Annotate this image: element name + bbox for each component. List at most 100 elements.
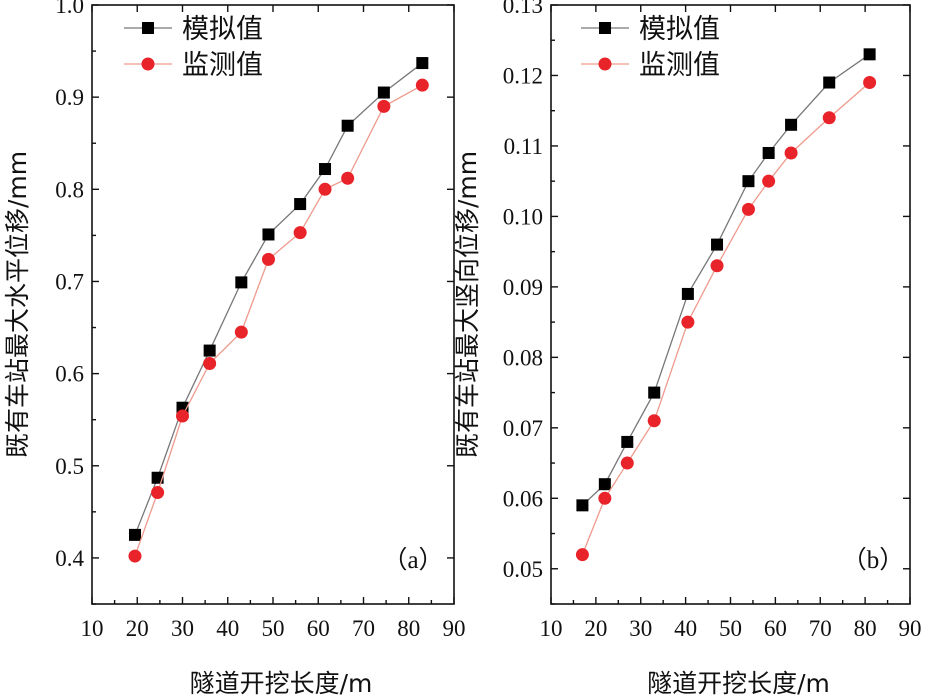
y-tick-label: 0.12 [503, 63, 543, 88]
legend-marker-square [599, 22, 611, 34]
data-point-circle [598, 491, 612, 505]
series-monitored: 监测值 [124, 50, 429, 563]
data-point-square [262, 228, 275, 241]
panel-label: （b） [842, 546, 905, 574]
data-point-square [377, 86, 390, 99]
x-tick-label: 70 [352, 616, 375, 641]
y-axis-title: 既有车站最大竖向位移/mm [453, 151, 482, 458]
chart-panel-a: 10 20 30 40 50 60 70 80 90 0.4 0.5 0.6 0.7 0.8 0.9 1.0 隧… [3, 0, 466, 698]
data-point-circle [741, 202, 755, 216]
data-point-square [598, 478, 611, 491]
plot-frame [91, 4, 455, 605]
y-tick-label: 0.05 [503, 557, 543, 582]
data-point-square [823, 76, 836, 89]
x-tick-label: 70 [809, 616, 832, 641]
x-tick-label: 50 [719, 616, 742, 641]
data-point-circle [620, 456, 634, 470]
y-axis-title: 既有车站最大水平位移/mm [3, 151, 32, 458]
x-axis-title: 隧道开挖长度/m [190, 669, 373, 698]
x-axis-title: 隧道开挖长度/m [647, 669, 830, 698]
data-point-square [341, 119, 354, 132]
data-point-circle [863, 76, 877, 90]
data-point-square [416, 57, 429, 70]
x-tick-label: 40 [216, 616, 239, 641]
data-point-circle [128, 549, 142, 563]
data-point-square [576, 499, 589, 512]
x-tick-label: 40 [674, 616, 697, 641]
legend-label: 模拟值 [182, 14, 263, 45]
data-point-circle [822, 111, 836, 125]
series-line [134, 62, 423, 536]
y-tick-label: 0.13 [503, 0, 543, 18]
x-tick-label: 90 [899, 616, 922, 641]
x-tick-label: 20 [584, 616, 607, 641]
y-tick-label: 0.9 [55, 85, 84, 110]
series-line [581, 82, 871, 555]
series-monitored: 监测值 [575, 50, 877, 562]
data-point-circle [377, 99, 391, 113]
data-point-circle [176, 409, 189, 423]
data-point-circle [647, 414, 661, 428]
legend-marker-square [142, 22, 154, 34]
x-tick-label: 80 [397, 616, 420, 641]
x-tick-label: 30 [171, 616, 194, 641]
data-point-square [742, 175, 755, 188]
data-point-circle [415, 78, 429, 92]
y-tick-label: 0.07 [503, 416, 543, 441]
data-point-circle [710, 259, 724, 273]
data-point-circle [341, 171, 355, 185]
data-point-circle [318, 182, 332, 196]
y-tick-label: 0.6 [55, 362, 84, 387]
data-point-square [648, 386, 661, 399]
data-point-square [128, 528, 141, 541]
legend-label: 监测值 [639, 50, 720, 81]
data-point-square [294, 198, 307, 211]
x-tick-label: 60 [307, 616, 330, 641]
y-tick-label: 0.10 [503, 204, 543, 229]
y-tick-label: 0.06 [503, 486, 543, 511]
y-tick-label: 0.8 [55, 177, 84, 202]
data-point-square [863, 48, 876, 61]
data-point-square [785, 118, 798, 131]
series-simulated: 模拟值 [576, 14, 876, 512]
x-tick-label: 50 [262, 616, 285, 641]
y-tick-label: 0.09 [503, 275, 543, 300]
data-point-square [203, 344, 216, 357]
data-point-circle [784, 146, 798, 160]
x-tick-label: 30 [629, 616, 652, 641]
data-point-square [711, 238, 724, 251]
data-point-circle [151, 485, 165, 499]
x-tick-label: 60 [764, 616, 787, 641]
data-point-square [681, 287, 694, 300]
data-point-square [235, 276, 248, 289]
y-tick-label: 0.11 [504, 134, 543, 159]
data-point-circle [681, 315, 695, 329]
y-tick-label: 0.4 [55, 546, 84, 571]
data-point-square [762, 146, 775, 159]
y-tick-label: 0.5 [55, 454, 84, 479]
x-tick-label: 10 [540, 616, 563, 641]
y-tick-label: 0.7 [55, 269, 84, 294]
data-point-circle [293, 226, 307, 240]
data-point-circle [203, 356, 217, 370]
series-simulated: 模拟值 [124, 14, 429, 541]
data-point-square [319, 163, 332, 176]
data-point-circle [261, 252, 275, 266]
chart-panel-b: 10 20 30 40 50 60 70 80 90 0.05 0.06 0.07 0.08 0.09 0.… [453, 0, 922, 698]
legend-label: 监测值 [182, 50, 263, 81]
data-point-circle [234, 325, 248, 339]
series-line [134, 84, 423, 557]
data-point-square [621, 435, 634, 448]
y-tick-label: 1.0 [55, 0, 84, 18]
panel-label: （a） [382, 546, 443, 574]
legend-marker-circle [598, 57, 612, 71]
x-tick-label: 80 [854, 616, 877, 641]
legend-label: 模拟值 [639, 14, 720, 45]
x-tick-label: 20 [126, 616, 149, 641]
x-tick-label: 90 [443, 616, 466, 641]
y-tick-label: 0.08 [503, 345, 543, 370]
data-point-circle [575, 548, 589, 562]
data-point-square [151, 471, 164, 484]
x-tick-label: 10 [81, 616, 104, 641]
